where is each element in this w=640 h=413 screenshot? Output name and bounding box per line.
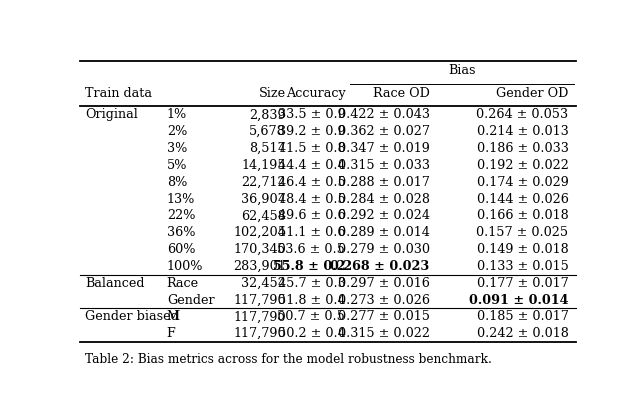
- Text: 5%: 5%: [167, 159, 188, 172]
- Text: 45.7 ± 0.3: 45.7 ± 0.3: [278, 277, 346, 290]
- Text: 8,517: 8,517: [249, 142, 286, 155]
- Text: 0.273 ± 0.026: 0.273 ± 0.026: [338, 294, 429, 306]
- Text: 0.157 ± 0.025: 0.157 ± 0.025: [476, 226, 568, 239]
- Text: 55.8 ± 0.2: 55.8 ± 0.2: [273, 260, 346, 273]
- Text: 0.347 ± 0.019: 0.347 ± 0.019: [338, 142, 429, 155]
- Text: 22,712: 22,712: [241, 176, 286, 189]
- Text: Race: Race: [167, 277, 199, 290]
- Text: 22%: 22%: [167, 209, 195, 222]
- Text: 117,790: 117,790: [233, 294, 286, 306]
- Text: 2,839: 2,839: [249, 108, 286, 121]
- Text: Gender biased: Gender biased: [85, 311, 179, 323]
- Text: 0.174 ± 0.029: 0.174 ± 0.029: [477, 176, 568, 189]
- Text: 0.268 ± 0.023: 0.268 ± 0.023: [330, 260, 429, 273]
- Text: 51.1 ± 0.6: 51.1 ± 0.6: [278, 226, 346, 239]
- Text: 3%: 3%: [167, 142, 187, 155]
- Text: 0.279 ± 0.030: 0.279 ± 0.030: [338, 243, 429, 256]
- Text: 117,790: 117,790: [233, 327, 286, 340]
- Text: 41.5 ± 0.8: 41.5 ± 0.8: [278, 142, 346, 155]
- Text: Table 2: Bias metrics across for the model robustness benchmark.: Table 2: Bias metrics across for the mod…: [85, 353, 492, 366]
- Text: 48.4 ± 0.5: 48.4 ± 0.5: [278, 192, 346, 206]
- Text: 0.091 ± 0.014: 0.091 ± 0.014: [469, 294, 568, 306]
- Text: 0.315 ± 0.022: 0.315 ± 0.022: [338, 327, 429, 340]
- Text: 170,340: 170,340: [233, 243, 286, 256]
- Text: 0.166 ± 0.018: 0.166 ± 0.018: [477, 209, 568, 222]
- Text: 50.7 ± 0.5: 50.7 ± 0.5: [278, 311, 346, 323]
- Text: F: F: [167, 327, 175, 340]
- Text: 51.8 ± 0.4: 51.8 ± 0.4: [278, 294, 346, 306]
- Text: 53.6 ± 0.5: 53.6 ± 0.5: [278, 243, 346, 256]
- Text: Train data: Train data: [85, 88, 152, 100]
- Text: 0.277 ± 0.015: 0.277 ± 0.015: [338, 311, 429, 323]
- Text: 13%: 13%: [167, 192, 195, 206]
- Text: Gender: Gender: [167, 294, 214, 306]
- Text: Gender OD: Gender OD: [496, 88, 568, 100]
- Text: 36%: 36%: [167, 226, 195, 239]
- Text: 100%: 100%: [167, 260, 204, 273]
- Text: 0.289 ± 0.014: 0.289 ± 0.014: [338, 226, 429, 239]
- Text: Original: Original: [85, 108, 138, 121]
- Text: 0.149 ± 0.018: 0.149 ± 0.018: [477, 243, 568, 256]
- Text: 2%: 2%: [167, 125, 187, 138]
- Text: 50.2 ± 0.4: 50.2 ± 0.4: [278, 327, 346, 340]
- Text: 62,458: 62,458: [241, 209, 286, 222]
- Text: 0.422 ± 0.043: 0.422 ± 0.043: [338, 108, 429, 121]
- Text: 0.192 ± 0.022: 0.192 ± 0.022: [477, 159, 568, 172]
- Text: 8%: 8%: [167, 176, 187, 189]
- Text: Accuracy: Accuracy: [285, 88, 346, 100]
- Text: 36,907: 36,907: [241, 192, 286, 206]
- Text: 0.242 ± 0.018: 0.242 ± 0.018: [477, 327, 568, 340]
- Text: 0.186 ± 0.033: 0.186 ± 0.033: [477, 142, 568, 155]
- Text: Size: Size: [259, 88, 286, 100]
- Text: 49.6 ± 0.6: 49.6 ± 0.6: [278, 209, 346, 222]
- Text: 0.288 ± 0.017: 0.288 ± 0.017: [338, 176, 429, 189]
- Text: 60%: 60%: [167, 243, 195, 256]
- Text: 0.362 ± 0.027: 0.362 ± 0.027: [338, 125, 429, 138]
- Text: 46.4 ± 0.5: 46.4 ± 0.5: [278, 176, 346, 189]
- Text: Bias: Bias: [448, 64, 476, 77]
- Text: 0.264 ± 0.053: 0.264 ± 0.053: [476, 108, 568, 121]
- Text: 1%: 1%: [167, 108, 187, 121]
- Text: 39.2 ± 0.9: 39.2 ± 0.9: [278, 125, 346, 138]
- Text: 283,901: 283,901: [233, 260, 286, 273]
- Text: 5,678: 5,678: [249, 125, 286, 138]
- Text: 44.4 ± 0.4: 44.4 ± 0.4: [278, 159, 346, 172]
- Text: 102,204: 102,204: [233, 226, 286, 239]
- Text: 0.214 ± 0.013: 0.214 ± 0.013: [477, 125, 568, 138]
- Text: 0.292 ± 0.024: 0.292 ± 0.024: [338, 209, 429, 222]
- Text: 0.315 ± 0.033: 0.315 ± 0.033: [338, 159, 429, 172]
- Text: 33.5 ± 0.9: 33.5 ± 0.9: [278, 108, 346, 121]
- Text: 0.133 ± 0.015: 0.133 ± 0.015: [477, 260, 568, 273]
- Text: 0.177 ± 0.017: 0.177 ± 0.017: [477, 277, 568, 290]
- Text: 32,452: 32,452: [241, 277, 286, 290]
- Text: 117,790: 117,790: [233, 311, 286, 323]
- Text: 14,195: 14,195: [241, 159, 286, 172]
- Text: 0.297 ± 0.016: 0.297 ± 0.016: [338, 277, 429, 290]
- Text: M: M: [167, 311, 180, 323]
- Text: 0.144 ± 0.026: 0.144 ± 0.026: [477, 192, 568, 206]
- Text: 0.185 ± 0.017: 0.185 ± 0.017: [477, 311, 568, 323]
- Text: Balanced: Balanced: [85, 277, 145, 290]
- Text: 0.284 ± 0.028: 0.284 ± 0.028: [338, 192, 429, 206]
- Text: Race OD: Race OD: [373, 88, 429, 100]
